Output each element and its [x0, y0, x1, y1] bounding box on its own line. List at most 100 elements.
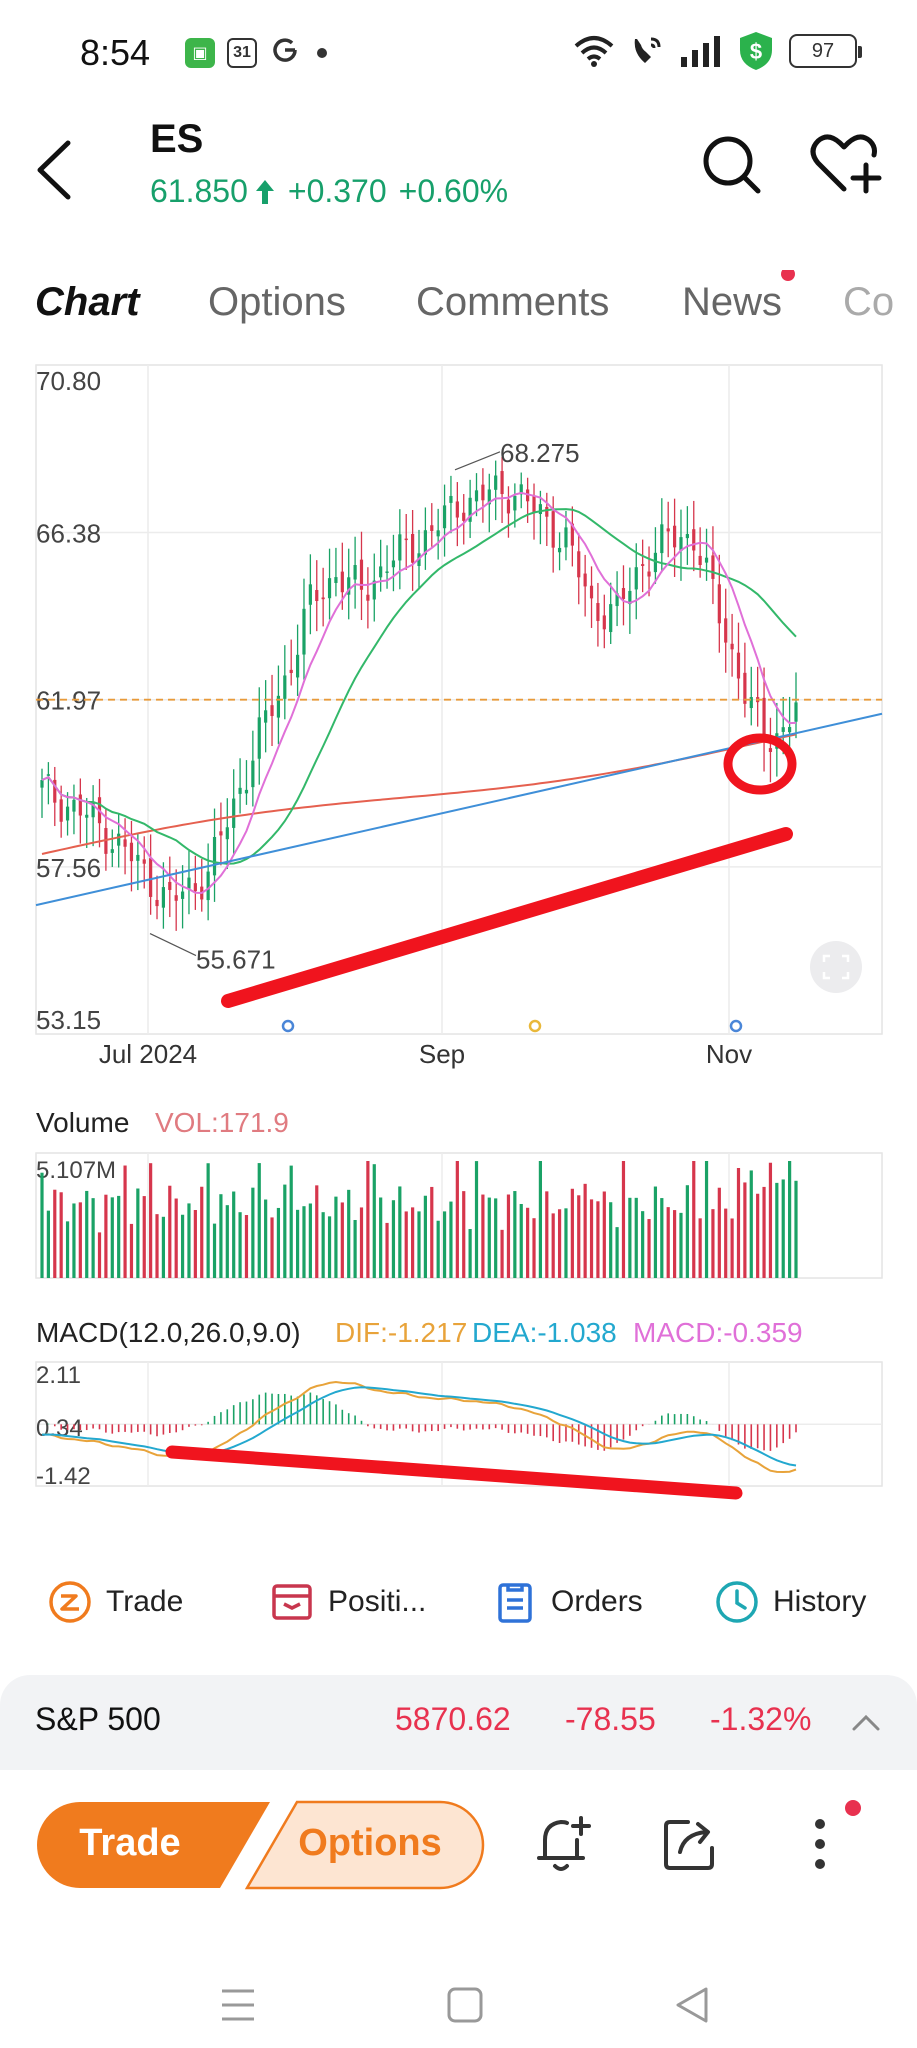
options-button[interactable]: Options	[298, 1822, 442, 1864]
candle-body	[513, 495, 517, 511]
volume-bar	[327, 1216, 332, 1278]
volume-bar	[353, 1219, 357, 1278]
candle-body	[129, 842, 134, 862]
volume-bar	[244, 1215, 249, 1278]
candle-body	[411, 534, 415, 563]
stock-quote: 61.850 +0.370 +0.60%	[150, 173, 508, 210]
trade-icon	[49, 1581, 91, 1623]
candle-body	[283, 675, 287, 699]
candle-body	[110, 849, 114, 853]
y-tick-label: 66.38	[36, 519, 101, 549]
volume-bar	[168, 1185, 172, 1278]
volume-bar	[85, 1190, 89, 1278]
quick-orders-button[interactable]: Orders	[493, 1580, 643, 1624]
chart-area[interactable]: 70.80 66.38 61.97 57.56 53.15 Jul 2024 Sep Nov 6…	[0, 360, 917, 1514]
heart-plus-icon	[810, 134, 882, 194]
news-badge	[781, 270, 795, 281]
candle-body	[46, 774, 50, 776]
volume-bar	[295, 1209, 300, 1278]
candle-body	[149, 858, 153, 897]
volume-bar	[647, 1219, 651, 1278]
annotation-circle	[723, 733, 797, 795]
status-right-icons: $ 97	[573, 30, 862, 72]
fullscreen-button[interactable]	[810, 941, 862, 993]
shield-dollar-icon: $	[740, 32, 772, 70]
volume-bar	[149, 1163, 153, 1278]
volume-bar	[468, 1229, 472, 1278]
volume-bar	[704, 1161, 709, 1278]
candle-body	[398, 534, 402, 561]
high-price-label: 68.275	[500, 438, 580, 468]
volume-bar	[743, 1182, 747, 1278]
share-button[interactable]	[660, 1814, 720, 1874]
event-marker-dot[interactable]	[528, 1019, 542, 1033]
candle-body	[353, 565, 357, 580]
status-time: 8:54	[80, 32, 151, 73]
chevron-up-icon[interactable]	[850, 1711, 882, 1735]
candle-body	[321, 597, 325, 600]
chart-svg[interactable]: 70.80 66.38 61.97 57.56 53.15 Jul 2024 Sep Nov 6…	[0, 360, 917, 1514]
tab-news[interactable]: News	[682, 280, 783, 324]
candle-body	[168, 881, 172, 890]
candle-body	[59, 799, 63, 822]
candle-body	[244, 789, 249, 794]
high-leader-line	[454, 451, 501, 471]
tab-chart[interactable]: Chart	[35, 280, 140, 324]
search-button[interactable]	[700, 133, 764, 197]
volume-bar	[289, 1165, 293, 1278]
candle-body	[500, 471, 504, 495]
volume-bar	[161, 1216, 166, 1278]
candle-body	[634, 567, 638, 590]
volume-bar	[225, 1205, 229, 1278]
candle-body	[788, 727, 792, 733]
candle-body	[40, 780, 44, 788]
event-marker-dot[interactable]	[281, 1019, 295, 1033]
add-to-watchlist-button[interactable]	[810, 133, 885, 197]
recent-apps-button[interactable]	[218, 1985, 258, 2025]
quick-trade-button[interactable]: Trade	[48, 1580, 183, 1624]
signal-icon	[681, 36, 720, 67]
volume-bar	[500, 1229, 504, 1278]
candle-body	[187, 877, 191, 889]
index-ticker-bar[interactable]: S&P 500 5870.62 -78.55 -1.32%	[0, 1675, 917, 1770]
event-marker-dot[interactable]	[729, 1019, 743, 1033]
volume-bar	[308, 1203, 312, 1278]
home-button[interactable]	[445, 1985, 485, 2025]
triangle-back-icon	[676, 1987, 708, 2023]
quick-history-button[interactable]: History	[715, 1580, 866, 1624]
volume-bar	[634, 1197, 638, 1278]
tab-more-cut[interactable]: Co	[843, 280, 895, 324]
volume-bar	[462, 1191, 466, 1278]
volume-bar	[91, 1198, 95, 1278]
positions-icon	[272, 1584, 312, 1620]
volume-bar	[756, 1193, 760, 1278]
trade-button[interactable]: Trade	[79, 1822, 181, 1864]
volume-bar	[40, 1172, 44, 1278]
volume-bar	[411, 1207, 415, 1278]
bell-plus-icon	[537, 1816, 591, 1871]
quick-positions-button[interactable]: Positi...	[270, 1580, 426, 1624]
candle-body	[91, 802, 95, 818]
candle-body	[577, 551, 581, 578]
back-arrow-icon	[37, 140, 71, 200]
macd-dif-value: DIF:-1.217	[335, 1317, 467, 1348]
more-menu-button[interactable]	[800, 1812, 840, 1876]
back-button[interactable]	[30, 135, 80, 205]
volume-bar	[775, 1182, 779, 1278]
candle-body	[219, 831, 223, 836]
candle-body	[257, 717, 261, 759]
candle-body	[385, 571, 389, 573]
volume-bar	[270, 1217, 274, 1278]
volume-bar	[372, 1164, 376, 1278]
volume-bar	[621, 1161, 626, 1278]
system-back-button[interactable]	[672, 1985, 712, 2025]
volume-bar	[474, 1161, 479, 1278]
add-alert-button[interactable]	[535, 1812, 595, 1876]
tab-options[interactable]: Options	[208, 280, 346, 324]
annotation-support-line	[221, 827, 793, 1008]
candle-body	[232, 798, 236, 828]
volume-bar	[781, 1179, 785, 1278]
volume-bar	[788, 1161, 792, 1278]
tab-comments[interactable]: Comments	[416, 280, 610, 324]
system-nav-bar	[0, 1930, 917, 2048]
